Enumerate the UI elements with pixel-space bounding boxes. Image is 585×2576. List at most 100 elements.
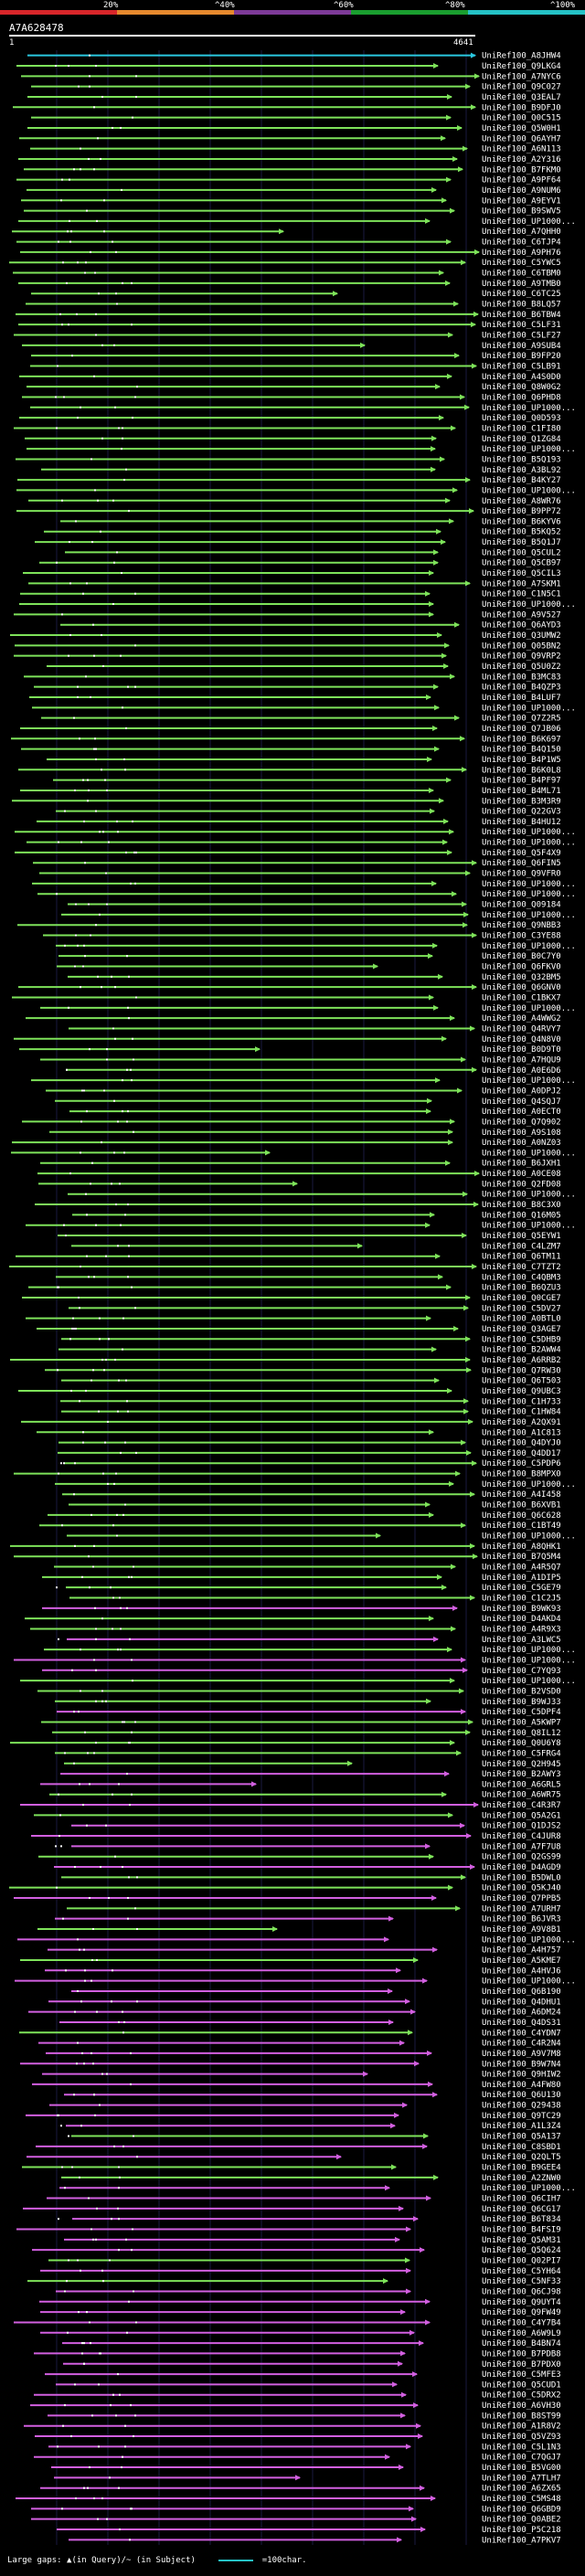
hit-row[interactable]: UniRef100_B9PP72: [16, 507, 561, 516]
hit-label[interactable]: UniRef100_UP1000...: [482, 911, 576, 920]
hit-row[interactable]: UniRef100_Q4DS31: [59, 2019, 561, 2028]
hit-row[interactable]: UniRef100_Q3EAL7: [27, 93, 561, 102]
hit-row[interactable]: UniRef100_B5VG00: [51, 2464, 561, 2473]
hit-row[interactable]: UniRef100_A7QHH0: [12, 228, 561, 237]
hit-row[interactable]: UniRef100_A6N113: [30, 145, 561, 154]
hit-row[interactable]: UniRef100_B4BN74: [62, 2339, 561, 2348]
hit-label[interactable]: UniRef100_A1R8V2: [482, 2422, 561, 2432]
hit-row[interactable]: UniRef100_Q8IL12: [52, 1729, 561, 1738]
hit-row[interactable]: UniRef100_UP1000...: [15, 1977, 576, 1987]
hit-label[interactable]: UniRef100_B9PP72: [482, 507, 561, 516]
hit-label[interactable]: UniRef100_A7SKM1: [482, 579, 561, 588]
hit-label[interactable]: UniRef100_A5KWP7: [482, 1718, 561, 1727]
hit-label[interactable]: UniRef100_Q4DHU1: [482, 1998, 561, 2007]
hit-label[interactable]: UniRef100_Q09184: [482, 901, 561, 910]
hit-label[interactable]: UniRef100_Q0D593: [482, 414, 561, 423]
hit-row[interactable]: UniRef100_Q1ZG84: [25, 435, 561, 444]
hit-row[interactable]: UniRef100_UP1000...: [37, 890, 576, 899]
hit-label[interactable]: UniRef100_UP1000...: [482, 1076, 576, 1086]
hit-row[interactable]: UniRef100_D4AGD9: [54, 1863, 561, 1872]
hit-row[interactable]: UniRef100_Q6AYH7: [19, 134, 561, 143]
hit-label[interactable]: UniRef100_UP1000...: [482, 828, 576, 837]
hit-row[interactable]: UniRef100_A6ZX65: [40, 2485, 561, 2494]
hit-label[interactable]: UniRef100_B9GEE4: [482, 2164, 561, 2173]
hit-label[interactable]: UniRef100_UP1000...: [482, 445, 576, 454]
hit-row[interactable]: UniRef100_A0ECT0: [69, 1108, 561, 1117]
hit-label[interactable]: UniRef100_A7PKV7: [482, 2536, 561, 2545]
hit-row[interactable]: UniRef100_B6TBW4: [16, 311, 561, 320]
hit-row[interactable]: UniRef100_Q4DD17: [58, 1449, 561, 1458]
hit-label[interactable]: UniRef100_A9EYV1: [482, 196, 561, 206]
hit-label[interactable]: UniRef100_Q6U130: [482, 2091, 561, 2100]
hit-row[interactable]: UniRef100_B7PDB8: [34, 2349, 561, 2359]
hit-label[interactable]: UniRef100_B9FP20: [482, 352, 561, 361]
hit-label[interactable]: UniRef100_C4R3R7: [482, 1801, 561, 1810]
hit-label[interactable]: UniRef100_Q9VFR0: [482, 870, 561, 879]
hit-row[interactable]: UniRef100_A7TLH7: [54, 2474, 561, 2483]
hit-label[interactable]: UniRef100_A2ZNW0: [482, 2174, 561, 2183]
hit-label[interactable]: UniRef100_B7Q5M4: [482, 1553, 561, 1562]
hit-label[interactable]: UniRef100_C5LF31: [482, 321, 561, 330]
hit-row[interactable]: UniRef100_Q0U6Y8: [10, 1739, 561, 1748]
hit-label[interactable]: UniRef100_C5L1N3: [482, 2443, 561, 2452]
hit-label[interactable]: UniRef100_Q6AYH7: [482, 134, 561, 143]
hit-row[interactable]: UniRef100_B0C7Y0: [58, 952, 561, 961]
hit-label[interactable]: UniRef100_C5LB91: [482, 362, 561, 371]
hit-row[interactable]: UniRef100_Q4N8V0: [14, 1035, 561, 1044]
hit-row[interactable]: UniRef100_C3YE88: [43, 932, 561, 941]
hit-label[interactable]: UniRef100_C1BKX7: [482, 993, 561, 1002]
hit-label[interactable]: UniRef100_UP1000...: [482, 1656, 576, 1665]
hit-label[interactable]: UniRef100_C4Y7B4: [482, 2318, 561, 2327]
hit-label[interactable]: UniRef100_A1DIP5: [482, 1574, 561, 1583]
hit-row[interactable]: UniRef100_Q9LKG4: [16, 62, 561, 71]
hit-row[interactable]: UniRef100_Q6GNV0: [18, 983, 561, 992]
hit-row[interactable]: UniRef100_UP1000...: [14, 1656, 576, 1665]
hit-row[interactable]: UniRef100_Q5A137: [68, 2133, 561, 2142]
hit-label[interactable]: UniRef100_Q5A2G1: [482, 1811, 561, 1820]
hit-row[interactable]: UniRef100_UP1000...: [67, 1532, 576, 1542]
hit-row[interactable]: UniRef100_UP1000...: [17, 1935, 576, 1945]
hit-row[interactable]: UniRef100_A9PF64: [16, 176, 561, 186]
hit-label[interactable]: UniRef100_A3BL92: [482, 466, 561, 475]
hit-row[interactable]: UniRef100_A4S0D0: [19, 373, 561, 382]
hit-row[interactable]: UniRef100_C4LZM7: [71, 1242, 561, 1251]
hit-label[interactable]: UniRef100_UP1000...: [482, 404, 576, 413]
hit-label[interactable]: UniRef100_Q29438: [482, 2102, 561, 2111]
hit-label[interactable]: UniRef100_Q6FIN5: [482, 859, 561, 868]
hit-row[interactable]: UniRef100_A7HQU9: [40, 1055, 561, 1065]
hit-label[interactable]: UniRef100_C1H733: [482, 1397, 561, 1406]
hit-label[interactable]: UniRef100_C1N5C1: [482, 590, 561, 599]
hit-label[interactable]: UniRef100_C5NF33: [482, 2277, 561, 2286]
hit-label[interactable]: UniRef100_A2Y316: [482, 155, 561, 164]
hit-label[interactable]: UniRef100_A2QX91: [482, 1418, 561, 1427]
hit-label[interactable]: UniRef100_UP1000...: [482, 1677, 576, 1686]
hit-label[interactable]: UniRef100_Q7Q902: [482, 1118, 561, 1127]
hit-row[interactable]: UniRef100_Q3UMW2: [10, 631, 561, 641]
hit-label[interactable]: UniRef100_B8C3X0: [482, 1201, 561, 1210]
hit-row[interactable]: UniRef100_Q3AGE7: [37, 1325, 561, 1334]
hit-label[interactable]: UniRef100_B7FKM0: [482, 165, 561, 175]
hit-label[interactable]: UniRef100_B9WK93: [482, 1605, 561, 1614]
hit-row[interactable]: UniRef100_Q1DJS2: [71, 1822, 561, 1831]
hit-label[interactable]: UniRef100_A9SUB4: [482, 342, 561, 351]
hit-row[interactable]: UniRef100_Q7Q902: [22, 1118, 561, 1127]
hit-row[interactable]: UniRef100_B6K697: [11, 735, 561, 744]
hit-row[interactable]: UniRef100_Q5KJ40: [9, 1884, 561, 1893]
hit-label[interactable]: UniRef100_A4I458: [482, 1490, 561, 1500]
hit-row[interactable]: UniRef100_A0DPJ2: [46, 1087, 561, 1096]
hit-row[interactable]: UniRef100_A9EYV1: [21, 196, 561, 206]
hit-row[interactable]: UniRef100_A7PKV7: [69, 2536, 561, 2545]
hit-row[interactable]: UniRef100_B8ST99: [48, 2412, 561, 2421]
hit-label[interactable]: UniRef100_B4PF97: [482, 777, 561, 786]
hit-row[interactable]: UniRef100_Q6GBD9: [31, 2505, 561, 2514]
hit-row[interactable]: UniRef100_A6DM24: [28, 2009, 561, 2018]
hit-label[interactable]: UniRef100_C7QGJ7: [482, 2454, 561, 2463]
hit-row[interactable]: UniRef100_A9TMB0: [18, 280, 561, 289]
hit-label[interactable]: UniRef100_B4KY27: [482, 476, 561, 485]
hit-row[interactable]: UniRef100_C5YWC5: [9, 259, 561, 268]
hit-label[interactable]: UniRef100_D4AKD4: [482, 1615, 561, 1624]
hit-label[interactable]: UniRef100_UP1000...: [482, 1222, 576, 1231]
hit-label[interactable]: UniRef100_Q5KJ40: [482, 1884, 561, 1893]
hit-row[interactable]: UniRef100_B7FKM0: [24, 165, 561, 175]
hit-label[interactable]: UniRef100_Q7Z2R5: [482, 715, 561, 724]
